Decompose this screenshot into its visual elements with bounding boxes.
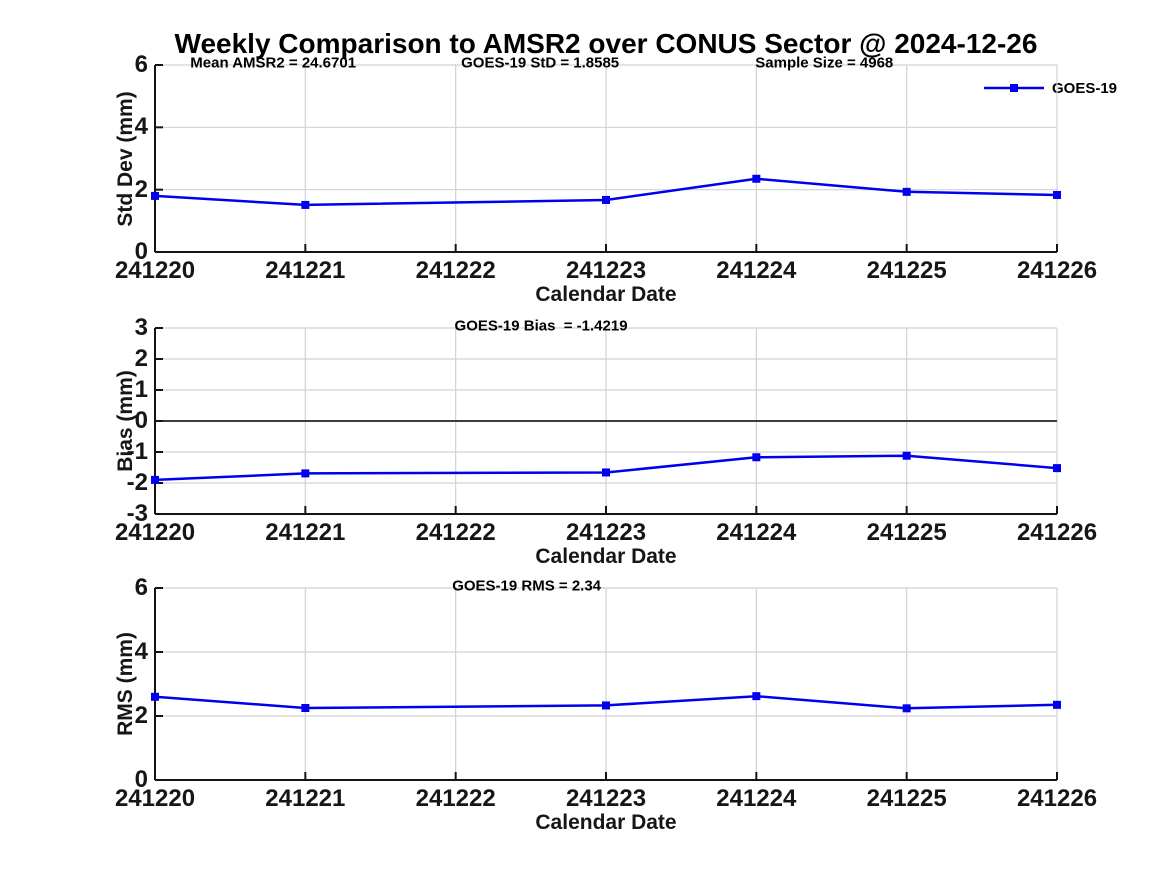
rms-panel-series-line xyxy=(154,694,1058,710)
rms-panel-data-marker xyxy=(902,704,911,713)
std-dev-panel-data-marker xyxy=(1053,190,1061,199)
bias-panel-xtick-label: 241221 xyxy=(265,519,346,546)
std-dev-panel-xtick-label: 241223 xyxy=(565,257,647,284)
rms-panel-ytick-label: 4 xyxy=(134,638,148,665)
std-dev-panel-annotation: Sample Size = 4968 xyxy=(755,54,894,72)
rms-panel-xtick-label: 241226 xyxy=(1016,785,1098,812)
rms-panel-ytick-label: 0 xyxy=(134,766,148,793)
std-dev-panel-xtick-label: 241225 xyxy=(866,257,947,284)
bias-panel-xtick-label: 241225 xyxy=(866,519,947,546)
legend: GOES-19 xyxy=(983,78,1117,98)
rms-panel-data-marker xyxy=(752,692,761,701)
rms-panel-annotation: GOES-19 RMS = 2.34 xyxy=(452,577,602,595)
rms-panel-xtick-label: 241224 xyxy=(716,785,797,812)
bias-panel-y-axis-label: Bias (mm) xyxy=(114,370,137,472)
chart-title: Weekly Comparison to AMSR2 over CONUS Se… xyxy=(174,28,1038,59)
std-dev-panel-y-axis-label: Std Dev (mm) xyxy=(114,90,137,227)
std-dev-panel-data-marker xyxy=(602,195,610,204)
std-dev-panel-annotation: Mean AMSR2 = 24.6701 xyxy=(190,54,357,72)
rms-panel-data-marker xyxy=(151,692,159,701)
std-dev-panel-xtick-label: 241222 xyxy=(415,257,496,284)
bias-panel-ytick-label: 0 xyxy=(134,407,148,434)
rms-panel-x-axis-label: Calendar Date xyxy=(535,811,677,834)
std-dev-panel-data-marker xyxy=(752,174,761,183)
rms-panel-xtick-label: 241225 xyxy=(866,785,947,812)
std-dev-panel-ytick-label: 4 xyxy=(134,113,148,141)
bias-panel-data-marker xyxy=(602,468,610,477)
std-dev-panel-xtick-label: 241220 xyxy=(114,257,196,284)
rms-panel-xtick-label: 241223 xyxy=(565,785,647,812)
bias-panel-data-marker xyxy=(151,475,159,484)
bias-panel-xtick-label: 241222 xyxy=(415,519,496,546)
bias-panel-xtick-label: 241220 xyxy=(114,519,196,546)
std-dev-panel-xtick-label: 241226 xyxy=(1016,257,1098,284)
bias-panel-data-marker xyxy=(902,451,911,460)
rms-panel-data-marker xyxy=(301,704,310,712)
bias-panel-ytick-label: -3 xyxy=(126,500,148,527)
bias-panel-ytick-label: -1 xyxy=(126,438,148,465)
bias-panel-ytick-label: 3 xyxy=(134,314,148,341)
bias-panel-data-marker xyxy=(1053,464,1061,473)
bias-panel-xtick-label: 241224 xyxy=(716,519,797,546)
bias-panel-annotation: GOES-19 Bias = -1.4219 xyxy=(454,317,628,335)
std-dev-panel-data-marker xyxy=(301,200,310,209)
bias-panel-ytick-label: -2 xyxy=(126,469,148,496)
std-dev-panel-ytick-label: 0 xyxy=(134,238,148,265)
bias-panel-xtick-label: 241226 xyxy=(1016,519,1098,546)
std-dev-panel-xtick-label: 241221 xyxy=(265,257,346,284)
legend-label: GOES-19 xyxy=(1052,79,1118,97)
rms-panel-data-marker xyxy=(602,701,610,710)
rms-panel-xtick-label: 241222 xyxy=(415,785,496,812)
std-dev-panel-ytick-label: 2 xyxy=(134,175,148,203)
bias-panel-plot-area xyxy=(151,327,1061,515)
std-dev-panel-annotation: GOES-19 StD = 1.8585 xyxy=(461,54,620,72)
bias-panel-data-marker xyxy=(301,469,310,478)
rms-panel-data-marker xyxy=(1053,700,1061,709)
std-dev-panel-data-marker xyxy=(151,191,159,200)
rms-panel-y-axis-label: RMS (mm) xyxy=(114,632,137,736)
rms-panel-xtick-label: 241221 xyxy=(265,785,346,812)
bias-panel-ytick-label: 2 xyxy=(134,345,148,372)
bias-panel-series-line xyxy=(154,454,1058,482)
std-dev-panel-series-line xyxy=(154,177,1058,207)
std-dev-panel-x-axis-label: Calendar Date xyxy=(535,283,677,306)
std-dev-panel-xtick-label: 241224 xyxy=(716,257,797,284)
std-dev-panel-data-marker xyxy=(902,187,911,196)
legend-line-marker-icon xyxy=(984,84,1044,92)
rms-panel-plot-area xyxy=(151,587,1061,781)
rms-panel-ytick-label: 2 xyxy=(134,702,148,729)
bias-panel-x-axis-label: Calendar Date xyxy=(535,545,677,568)
std-dev-panel-ytick-label: 6 xyxy=(134,51,148,78)
rms-panel-xtick-label: 241220 xyxy=(114,785,196,812)
bias-panel-xtick-label: 241223 xyxy=(565,519,647,546)
rms-panel-ytick-label: 6 xyxy=(134,574,148,601)
bias-panel-data-marker xyxy=(752,453,761,462)
bias-panel-ytick-label: 1 xyxy=(134,376,148,403)
std-dev-panel-plot-area xyxy=(151,64,1061,253)
